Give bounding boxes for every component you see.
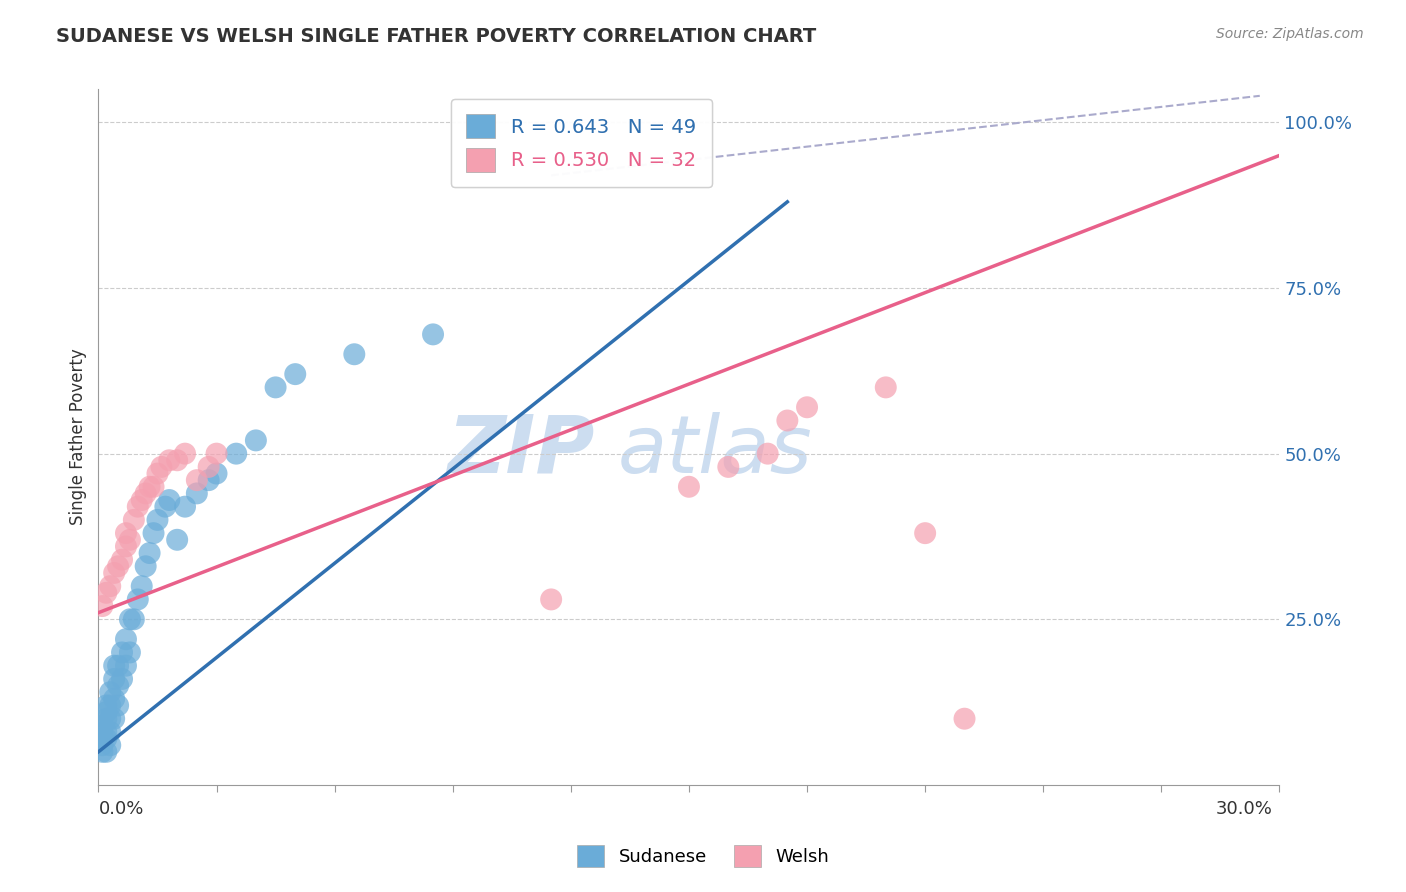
Point bbox=[875, 380, 897, 394]
Point bbox=[103, 658, 125, 673]
Text: 30.0%: 30.0% bbox=[1216, 800, 1272, 818]
Point bbox=[98, 579, 121, 593]
Point bbox=[197, 459, 219, 474]
Point bbox=[540, 592, 562, 607]
Point bbox=[155, 500, 177, 514]
Point bbox=[914, 526, 936, 541]
Point bbox=[122, 612, 145, 626]
Point bbox=[98, 725, 121, 739]
Point bbox=[131, 579, 153, 593]
Point bbox=[107, 698, 129, 713]
Point bbox=[91, 725, 114, 739]
Point bbox=[96, 698, 118, 713]
Point bbox=[717, 459, 740, 474]
Point bbox=[107, 559, 129, 574]
Point bbox=[157, 453, 180, 467]
Point bbox=[103, 712, 125, 726]
Point bbox=[146, 513, 169, 527]
Point bbox=[422, 327, 444, 342]
Point bbox=[776, 413, 799, 427]
Point bbox=[91, 718, 114, 732]
Point bbox=[186, 473, 208, 487]
Point bbox=[107, 679, 129, 693]
Legend: Sudanese, Welsh: Sudanese, Welsh bbox=[569, 838, 837, 874]
Point bbox=[756, 447, 779, 461]
Point bbox=[111, 672, 134, 686]
Point bbox=[91, 599, 114, 613]
Point bbox=[96, 712, 118, 726]
Point bbox=[225, 447, 247, 461]
Point bbox=[138, 546, 160, 560]
Point bbox=[343, 347, 366, 361]
Point bbox=[96, 745, 118, 759]
Point bbox=[98, 738, 121, 752]
Point bbox=[96, 725, 118, 739]
Point bbox=[103, 691, 125, 706]
Point bbox=[953, 712, 976, 726]
Point bbox=[98, 685, 121, 699]
Point bbox=[107, 658, 129, 673]
Text: 0.0%: 0.0% bbox=[98, 800, 143, 818]
Point bbox=[111, 645, 134, 659]
Point bbox=[174, 447, 197, 461]
Point bbox=[98, 712, 121, 726]
Point bbox=[245, 434, 267, 448]
Point bbox=[91, 731, 114, 746]
Point bbox=[186, 486, 208, 500]
Text: Source: ZipAtlas.com: Source: ZipAtlas.com bbox=[1216, 27, 1364, 41]
Point bbox=[115, 526, 138, 541]
Point bbox=[91, 738, 114, 752]
Text: SUDANESE VS WELSH SINGLE FATHER POVERTY CORRELATION CHART: SUDANESE VS WELSH SINGLE FATHER POVERTY … bbox=[56, 27, 817, 45]
Point bbox=[166, 533, 188, 547]
Point bbox=[127, 500, 149, 514]
Point bbox=[131, 493, 153, 508]
Point bbox=[135, 559, 157, 574]
Point bbox=[166, 453, 188, 467]
Point bbox=[122, 513, 145, 527]
Point bbox=[146, 467, 169, 481]
Point bbox=[135, 486, 157, 500]
Point bbox=[103, 566, 125, 580]
Legend: R = 0.643   N = 49, R = 0.530   N = 32: R = 0.643 N = 49, R = 0.530 N = 32 bbox=[451, 99, 711, 187]
Point bbox=[91, 745, 114, 759]
Point bbox=[118, 612, 141, 626]
Point bbox=[284, 367, 307, 381]
Point bbox=[118, 533, 141, 547]
Point bbox=[111, 552, 134, 566]
Point bbox=[96, 731, 118, 746]
Point bbox=[98, 698, 121, 713]
Point bbox=[142, 526, 165, 541]
Point bbox=[150, 459, 173, 474]
Point bbox=[138, 480, 160, 494]
Point bbox=[197, 473, 219, 487]
Point bbox=[103, 672, 125, 686]
Point bbox=[796, 401, 818, 415]
Text: atlas: atlas bbox=[619, 412, 813, 490]
Point bbox=[115, 540, 138, 554]
Point bbox=[118, 645, 141, 659]
Text: ZIP: ZIP bbox=[447, 412, 595, 490]
Point bbox=[157, 493, 180, 508]
Point bbox=[96, 705, 118, 719]
Point bbox=[174, 500, 197, 514]
Point bbox=[205, 447, 228, 461]
Point bbox=[205, 467, 228, 481]
Y-axis label: Single Father Poverty: Single Father Poverty bbox=[69, 349, 87, 525]
Point bbox=[115, 632, 138, 647]
Point bbox=[127, 592, 149, 607]
Point bbox=[264, 380, 287, 394]
Point bbox=[96, 586, 118, 600]
Point bbox=[142, 480, 165, 494]
Point bbox=[678, 480, 700, 494]
Point bbox=[115, 658, 138, 673]
